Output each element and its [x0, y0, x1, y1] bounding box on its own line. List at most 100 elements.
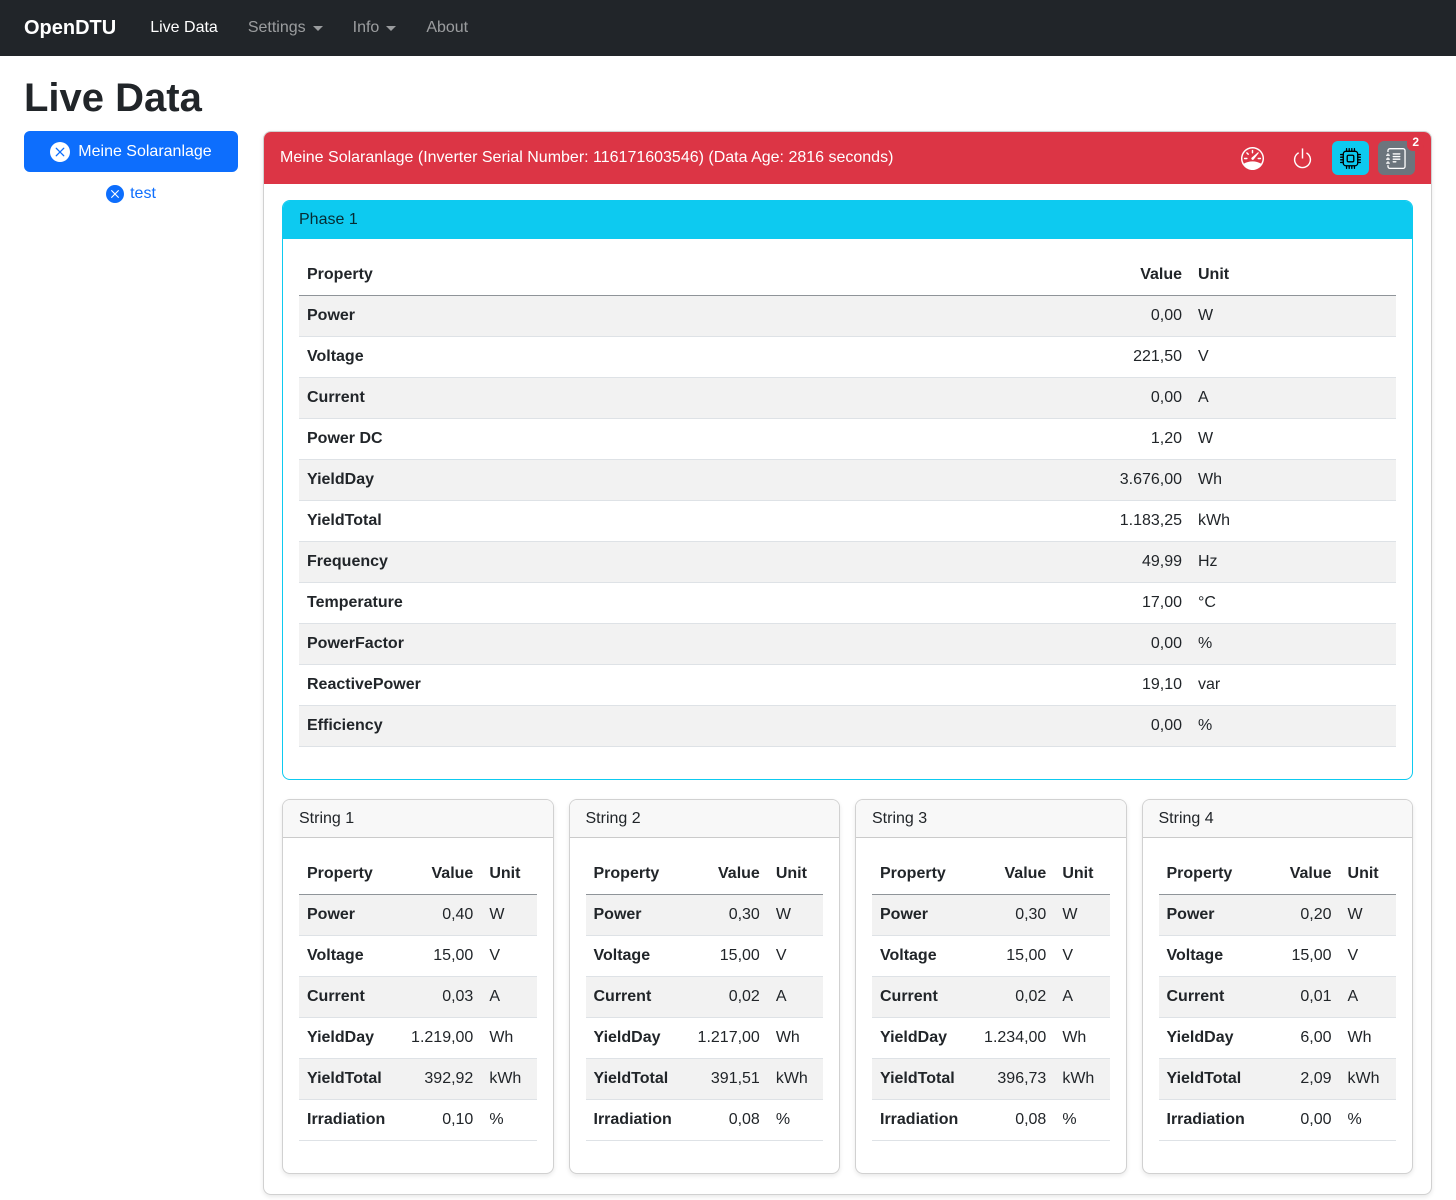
string-card-header: String 3: [856, 800, 1126, 838]
property-value: 2,09: [1300, 1070, 1332, 1087]
property-label: Frequency: [307, 553, 388, 570]
string-table: Property Value Unit Power 0,30 W Voltage 15,…: [585, 854, 823, 1141]
property-label: Irradiation: [593, 1111, 672, 1128]
property-value: 15,00: [1006, 947, 1047, 964]
property-value: 0,00: [1150, 635, 1182, 652]
column-unit: Unit: [1339, 854, 1396, 895]
property-value: 221,50: [1133, 348, 1182, 365]
property-unit: kWh: [489, 1070, 522, 1087]
property-label: Voltage: [307, 348, 364, 365]
device-info-button[interactable]: [1332, 141, 1369, 175]
property-value: 1,20: [1150, 430, 1182, 447]
string-table: Property Value Unit Power 0,20 W Voltage 15,…: [1158, 854, 1396, 1141]
nav-item-settings[interactable]: Settings: [240, 11, 331, 45]
power-toggle-button[interactable]: [1282, 143, 1323, 174]
property-label: Current: [307, 988, 365, 1005]
inverter-test-label: test: [130, 185, 156, 202]
cpu-icon: [1340, 147, 1361, 169]
inverter-test-link[interactable]: test: [24, 185, 238, 203]
property-label: Power: [307, 307, 356, 324]
brand-logo[interactable]: OpenDTU: [24, 16, 117, 39]
property-unit: A: [1198, 389, 1209, 406]
property-value: 15,00: [719, 947, 760, 964]
string-card-header: String 1: [283, 800, 553, 838]
table-row: YieldDay 6,00 Wh: [1158, 1018, 1396, 1059]
column-value: Value: [966, 854, 1055, 895]
property-label: YieldTotal: [307, 1070, 382, 1087]
string-table: Property Value Unit Power 0,40 W Voltage 15,…: [299, 854, 537, 1141]
property-value: 0,00: [1150, 717, 1182, 734]
property-unit: A: [775, 988, 787, 1005]
table-row: Irradiation 0,10%: [299, 1100, 537, 1141]
x-circle-icon: [106, 185, 125, 203]
table-row: YieldDay 1.217,00 Wh: [585, 1018, 823, 1059]
property-value: 0,10: [442, 1111, 474, 1128]
property-label: Current: [593, 988, 652, 1005]
property-unit: V: [1062, 947, 1073, 964]
string-card-header: String 2: [569, 800, 839, 838]
table-row: Irradiation 0,08%: [585, 1100, 823, 1141]
content-layout: Meine Solaranlage test Meine Solaranlage…: [0, 131, 1456, 1195]
table-header-row: Property Value Unit: [299, 255, 1396, 296]
table-header-row: Property Value Unit: [1158, 854, 1396, 895]
event-log-button[interactable]: 2: [1378, 133, 1424, 175]
property-label: Voltage: [1166, 947, 1224, 964]
property-label: Irradiation: [1166, 1111, 1245, 1128]
phase-card-header: Phase 1: [283, 201, 1412, 239]
property-value: 6,00: [1300, 1029, 1332, 1046]
table-row: Power DC 1,20 W: [299, 419, 1396, 460]
property-value: 396,73: [997, 1070, 1047, 1087]
limit-settings-button[interactable]: [1232, 143, 1273, 174]
property-label: YieldTotal: [593, 1070, 669, 1087]
property-value: 0,01: [1300, 988, 1332, 1005]
property-unit: Hz: [1198, 553, 1218, 570]
column-property: Property: [585, 854, 680, 895]
page-title: Live Data: [24, 76, 202, 120]
table-row: Power 0,30 W: [585, 894, 823, 936]
property-unit: %: [1198, 635, 1213, 652]
column-unit: Unit: [481, 854, 537, 895]
power-icon: [1293, 147, 1312, 168]
table-row: YieldTotal 1.183,25 kWh: [299, 501, 1396, 542]
property-unit: W: [775, 906, 791, 923]
property-label: YieldDay: [307, 1029, 374, 1046]
chevron-down-icon: [386, 25, 397, 31]
main-content: Meine Solaranlage (Inverter Serial Numbe…: [263, 131, 1432, 1195]
property-unit: W: [1347, 906, 1363, 923]
property-value: 0,02: [1015, 988, 1047, 1005]
property-value: 0,00: [1300, 1111, 1332, 1128]
property-value: 0,08: [728, 1111, 760, 1128]
property-label: Current: [880, 988, 938, 1005]
property-label: YieldTotal: [307, 512, 382, 529]
event-count-badge: 2: [1407, 133, 1424, 151]
property-unit: kWh: [775, 1070, 808, 1087]
property-value: 1.234,00: [984, 1029, 1047, 1046]
table-row: Current 0,02 A: [872, 976, 1110, 1018]
property-label: YieldTotal: [1166, 1070, 1242, 1087]
inverter-select-button[interactable]: Meine Solaranlage: [24, 131, 238, 172]
property-label: Power: [1166, 906, 1215, 923]
property-label: Power: [593, 906, 642, 923]
property-unit: %: [775, 1111, 791, 1128]
string-card-header: String 4: [1142, 800, 1412, 838]
property-unit: Wh: [1347, 1029, 1372, 1046]
property-label: Efficiency: [307, 717, 383, 734]
property-label: ReactivePower: [307, 676, 421, 693]
string-table: Property Value Unit Power 0,30 W Voltage 15,…: [872, 854, 1110, 1141]
table-row: Power 0,20 W: [1158, 894, 1396, 936]
property-label: Irradiation: [880, 1111, 959, 1128]
nav-item-live-data[interactable]: Live Data: [150, 19, 218, 36]
table-row: YieldTotal 391,51 kWh: [585, 1058, 823, 1100]
property-label: Power: [307, 906, 356, 923]
property-label: YieldDay: [880, 1029, 947, 1046]
inverter-sidebar: Meine Solaranlage test: [24, 131, 238, 203]
nav-item-info[interactable]: Info: [345, 11, 405, 45]
nav-item-about[interactable]: About: [426, 19, 469, 36]
property-value: 0,30: [1015, 906, 1047, 923]
column-property: Property: [299, 854, 394, 895]
property-unit: Wh: [1062, 1029, 1087, 1046]
property-unit: %: [489, 1111, 504, 1128]
navbar: OpenDTU Live Data Settings Info About: [0, 0, 1456, 56]
property-value: 15,00: [433, 947, 474, 964]
table-row: YieldDay 3.676,00 Wh: [299, 459, 1396, 501]
